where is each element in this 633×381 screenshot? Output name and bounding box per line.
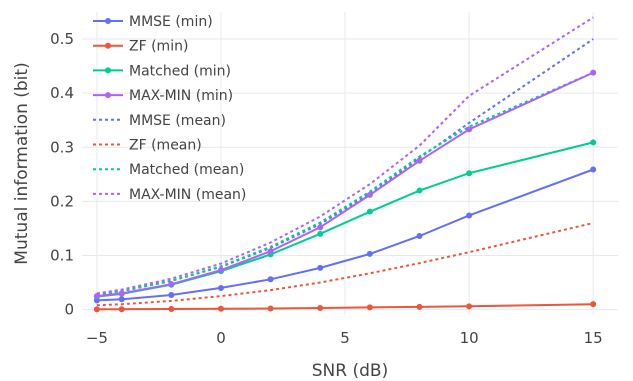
legend-label: ZF (min): [129, 39, 188, 55]
legend-label: Matched (mean): [129, 162, 244, 178]
legend-item[interactable]: MAX-MIN (mean): [93, 187, 246, 203]
y-tick-label: 0.5: [50, 30, 74, 48]
data-point: [416, 303, 423, 310]
legend-item[interactable]: ZF (min): [93, 39, 188, 55]
x-tick-label: 5: [340, 329, 350, 347]
data-point: [93, 293, 100, 300]
data-point: [168, 281, 175, 288]
data-point: [93, 306, 100, 313]
legend-item[interactable]: Matched (mean): [93, 162, 244, 178]
y-axis-ticks: 0 0.1 0.2 0.3 0.4 0.5: [50, 30, 74, 319]
data-point: [466, 126, 473, 133]
legend-item[interactable]: MAX-MIN (min): [93, 88, 233, 104]
x-tick-label: 15: [584, 329, 603, 347]
x-tick-label: 10: [460, 329, 479, 347]
legend-label: MAX-MIN (min): [129, 88, 233, 104]
data-point: [317, 264, 324, 271]
series-layer: [93, 16, 597, 313]
legend-item[interactable]: MMSE (mean): [93, 113, 226, 129]
legend-label: Matched (min): [129, 63, 231, 79]
data-point: [168, 306, 175, 313]
data-point: [118, 296, 125, 303]
legend-label: ZF (mean): [129, 138, 202, 154]
data-point: [416, 233, 423, 240]
series-zf-mean: [96, 222, 594, 307]
series-line: [96, 71, 594, 298]
data-point: [217, 305, 224, 312]
y-axis-title: Mutual information (bit): [12, 62, 32, 264]
series-mmse-min: [93, 166, 597, 304]
data-point: [366, 304, 373, 311]
x-tick-label: −5: [86, 329, 108, 347]
data-point: [466, 212, 473, 219]
series-max-min-min: [93, 69, 597, 300]
data-point: [267, 276, 274, 283]
data-point: [317, 304, 324, 311]
legend-marker: [105, 18, 111, 24]
data-point: [366, 191, 373, 198]
data-point: [317, 224, 324, 231]
legend-item[interactable]: Matched (min): [93, 63, 231, 79]
series-zf-min: [93, 301, 597, 313]
data-point: [118, 290, 125, 297]
series-max-min-mean: [96, 16, 594, 295]
legend-marker: [105, 67, 111, 74]
legend-label: MAX-MIN (mean): [129, 187, 246, 203]
series-line: [96, 303, 594, 311]
data-point: [416, 187, 423, 194]
y-tick-label: 0.1: [50, 246, 74, 264]
data-point: [416, 157, 423, 164]
legend-marker: [105, 42, 111, 49]
data-point: [267, 248, 274, 255]
data-point: [466, 170, 473, 177]
x-axis-title: SNR (dB): [312, 361, 388, 381]
legend-label: MMSE (min): [129, 14, 213, 30]
y-tick-label: 0.3: [50, 138, 74, 156]
data-point: [217, 284, 224, 291]
data-point: [466, 303, 473, 310]
series-line: [96, 222, 594, 307]
series-matched-mean: [96, 71, 594, 296]
data-point: [366, 208, 373, 215]
y-tick-label: 0.4: [50, 84, 74, 102]
y-tick-label: 0.2: [50, 192, 74, 210]
y-tick-label: 0: [64, 301, 74, 319]
data-point: [118, 306, 125, 313]
x-tick-label: 0: [216, 329, 226, 347]
series-line: [96, 168, 594, 302]
x-axis-ticks: −5 0 5 10 15: [86, 329, 603, 347]
legend-marker: [105, 92, 111, 99]
series-line: [96, 16, 594, 295]
data-point: [317, 230, 324, 237]
data-point: [366, 250, 373, 257]
data-point: [168, 291, 175, 298]
data-point: [590, 166, 597, 173]
data-point: [217, 267, 224, 274]
legend-item[interactable]: ZF (mean): [93, 138, 202, 154]
data-point: [590, 139, 597, 146]
legend[interactable]: MMSE (min) ZF (min) Matched (min) MAX-MIN (…: [93, 14, 246, 203]
data-point: [590, 69, 597, 76]
legend-label: MMSE (mean): [129, 113, 226, 129]
data-point: [267, 305, 274, 312]
legend-item[interactable]: MMSE (min): [93, 14, 213, 30]
series-line: [96, 71, 594, 296]
data-point: [590, 301, 597, 308]
